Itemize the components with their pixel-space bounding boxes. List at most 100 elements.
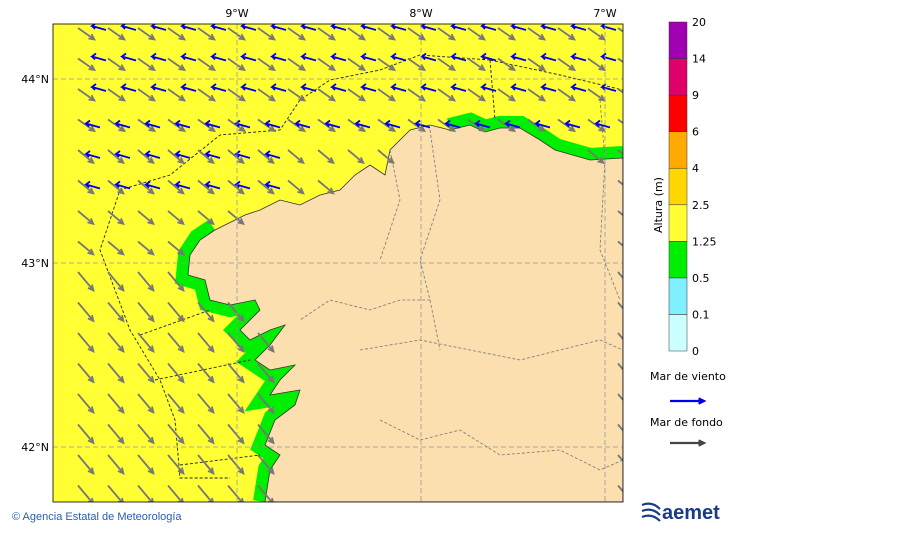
wind-arrow bbox=[240, 24, 257, 31]
wind-arrow bbox=[234, 150, 251, 159]
arrow bbox=[137, 484, 154, 502]
arrow bbox=[107, 118, 127, 133]
arrow bbox=[197, 88, 217, 102]
arrow bbox=[107, 179, 125, 195]
wind-arrow bbox=[510, 83, 527, 92]
wind-arrow bbox=[204, 150, 221, 159]
arrow bbox=[227, 423, 245, 445]
arrow bbox=[167, 332, 185, 353]
arrow bbox=[77, 27, 97, 41]
arrow bbox=[257, 149, 275, 165]
arrow bbox=[617, 454, 623, 463]
arrow bbox=[137, 423, 155, 445]
colorbar-segment bbox=[668, 21, 688, 59]
arrow bbox=[437, 57, 457, 72]
colorbar-segment bbox=[668, 314, 688, 352]
arrow bbox=[257, 57, 277, 72]
wind-arrow bbox=[510, 24, 527, 31]
wind-arrow bbox=[144, 180, 161, 190]
credit: © Agencia Estatal de Meteorología bbox=[12, 511, 182, 523]
arrow bbox=[317, 118, 337, 133]
wind-arrow bbox=[540, 52, 557, 62]
arrow bbox=[137, 332, 155, 353]
arrow bbox=[617, 88, 623, 94]
arrow bbox=[257, 484, 274, 502]
lat-label: 43°N bbox=[21, 257, 49, 270]
legend bbox=[670, 397, 707, 447]
wind-arrow bbox=[150, 52, 167, 62]
arrow bbox=[107, 27, 127, 41]
wind-arrow bbox=[234, 119, 251, 129]
arrow bbox=[167, 301, 185, 323]
wind-arrow bbox=[626, 121, 640, 128]
arrow bbox=[107, 454, 125, 475]
arrow bbox=[257, 332, 275, 353]
arrow bbox=[197, 423, 215, 445]
arrow bbox=[617, 240, 623, 247]
arrow bbox=[287, 27, 307, 41]
arrow bbox=[317, 57, 337, 72]
logo: aemet bbox=[662, 502, 720, 524]
wind-arrow bbox=[540, 24, 557, 31]
arrow bbox=[167, 27, 187, 41]
wind-arrow bbox=[360, 83, 377, 92]
wind-arrow bbox=[474, 119, 491, 129]
arrow bbox=[77, 271, 95, 292]
arrow bbox=[197, 454, 215, 475]
arrow bbox=[167, 149, 185, 165]
arrow bbox=[107, 301, 125, 323]
arrow bbox=[347, 118, 367, 133]
graticule bbox=[53, 24, 623, 502]
wind-arrow bbox=[330, 83, 347, 92]
wind-arrow bbox=[240, 52, 257, 62]
arrow bbox=[107, 332, 125, 353]
wind-arrow bbox=[210, 83, 227, 92]
colorbar-segment bbox=[668, 131, 688, 169]
arrow bbox=[77, 484, 94, 502]
arrow bbox=[467, 27, 487, 41]
arrow bbox=[137, 118, 157, 133]
arrow bbox=[617, 27, 623, 33]
arrow bbox=[467, 57, 487, 72]
arrow bbox=[347, 149, 365, 165]
arrow bbox=[497, 88, 517, 102]
arrow bbox=[377, 57, 397, 72]
arrow bbox=[137, 393, 155, 414]
wind-arrow bbox=[180, 52, 197, 62]
wind-arrow bbox=[90, 24, 107, 31]
wind-arrow bbox=[174, 119, 191, 129]
wind-arrow bbox=[210, 52, 227, 62]
wind-arrow bbox=[294, 119, 311, 129]
colorbar-label: 0.1 bbox=[692, 308, 710, 321]
wind-arrow bbox=[270, 24, 287, 31]
wind-arrow bbox=[444, 119, 461, 129]
arrow bbox=[167, 118, 187, 133]
wind-arrow bbox=[210, 24, 227, 31]
wind-arrow bbox=[300, 24, 317, 31]
arrow bbox=[167, 57, 187, 72]
arrow bbox=[587, 57, 607, 72]
arrow bbox=[77, 149, 95, 165]
wind-arrow bbox=[120, 83, 137, 92]
arrow bbox=[77, 332, 95, 353]
arrow bbox=[77, 118, 97, 133]
colorbar-label: 2.5 bbox=[692, 199, 710, 212]
arrow bbox=[257, 362, 275, 384]
arrow bbox=[287, 118, 307, 133]
arrow bbox=[197, 179, 215, 195]
arrow bbox=[317, 149, 335, 165]
arrow bbox=[670, 439, 707, 447]
arrow bbox=[617, 210, 623, 217]
land-fill bbox=[187, 124, 623, 502]
wind-arrow bbox=[180, 83, 197, 92]
arrow bbox=[227, 149, 245, 165]
wind-arrow bbox=[540, 83, 557, 92]
wind-arrow bbox=[570, 52, 587, 62]
arrow bbox=[527, 118, 547, 133]
colorbar-label: 4 bbox=[692, 162, 699, 175]
arrow bbox=[137, 454, 155, 475]
colorbar-label: 0.5 bbox=[692, 272, 710, 285]
colorbar-segment bbox=[668, 277, 688, 315]
arrow bbox=[167, 240, 185, 256]
arrow bbox=[317, 88, 337, 102]
